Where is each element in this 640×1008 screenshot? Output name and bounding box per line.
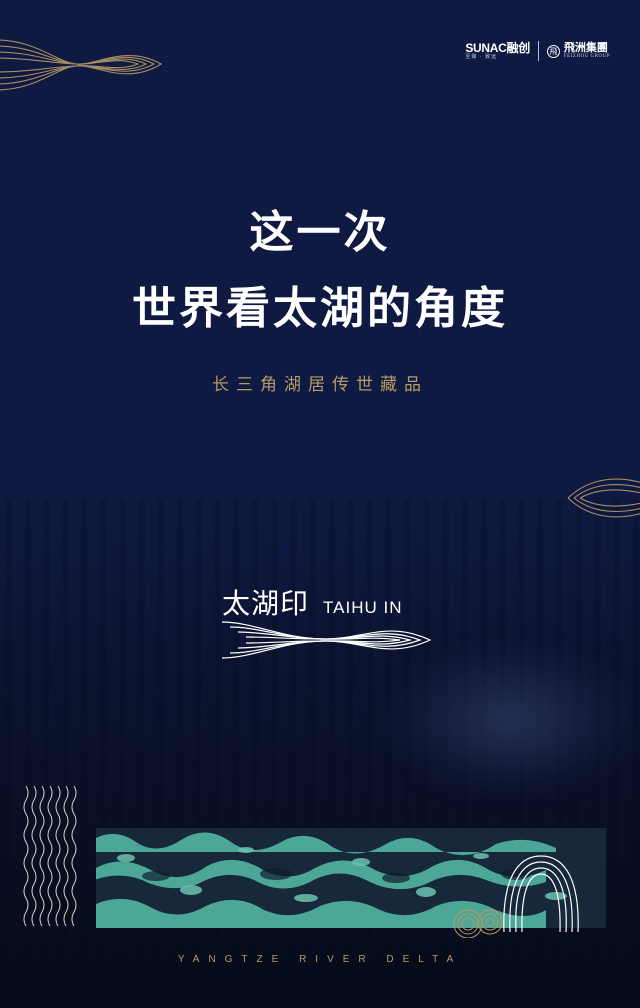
footer-tagline: YANGTZE RIVER DELTA: [177, 954, 463, 965]
feizhou-logo-english: FEIZHOU GROUP: [563, 54, 610, 59]
sunac-logo: SUNAC融创 至臻 · 致远: [465, 42, 530, 60]
fish-line-icon: [222, 621, 432, 659]
subtitle: 长三角湖居传世藏品: [212, 375, 428, 395]
fish-line-icon: [0, 39, 163, 91]
brand-name-chinese: 太湖印: [222, 587, 310, 620]
sunac-logo-slogan: 至臻 · 致远: [465, 54, 498, 60]
headline-line-2: 世界看太湖的角度: [132, 283, 508, 334]
seal-arch-icon: [453, 855, 579, 938]
bottom-shadow: [0, 560, 640, 1008]
lake-haze: [380, 640, 640, 800]
fish-line-icon: [567, 478, 640, 518]
headline-line-1: 这一次: [249, 207, 391, 258]
marble-texture: [96, 828, 606, 928]
feizhou-logo: 飛 飛洲集團 FEIZHOU GROUP: [546, 41, 610, 60]
project-brand: 太湖印 TAIHU IN: [222, 582, 402, 622]
brand-logos: SUNAC融创 至臻 · 致远 飛 飛洲集團 FEIZHOU GROUP: [465, 40, 610, 62]
sunac-logo-text: SUNAC融创: [465, 41, 530, 55]
feizhou-logo-text: 飛洲集團: [563, 41, 608, 54]
teal-pattern-band: [96, 828, 606, 928]
brand-name-english: TAIHU IN: [323, 598, 403, 617]
feizhou-emblem-icon: 飛: [546, 44, 560, 58]
logo-divider: [537, 41, 539, 61]
wave-lines-icon: [23, 786, 77, 926]
